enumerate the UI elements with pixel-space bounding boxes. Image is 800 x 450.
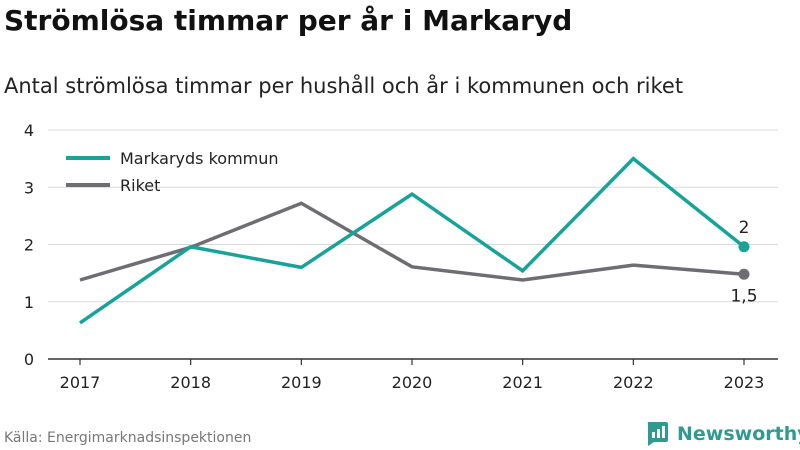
series-line-markaryd [79,156,746,325]
series-line-riket [79,201,745,282]
legend-label: Markaryds kommun [120,149,279,168]
source-note: Källa: Energimarknadsinspektionen [4,430,252,446]
brand-name: Newsworthy [677,423,800,445]
brand[interactable]: Newsworthy [645,419,800,449]
x-tick-label: 2021 [502,373,543,392]
y-tick-label: 1 [24,293,34,312]
chart-subtitle: Antal strömlösa timmar per hushåll och å… [4,74,684,98]
data-label-riket: 1,5 [730,286,757,306]
series-end-point [738,241,750,253]
series-end-point [738,268,750,280]
x-tick-label: 2020 [392,373,433,392]
y-tick-label: 2 [24,236,34,255]
y-tick-label: 0 [24,350,34,369]
x-tick-label: 2023 [724,373,765,392]
y-tick-label: 3 [24,178,34,197]
x-tick-label: 2022 [613,373,654,392]
x-tick-label: 2018 [170,373,211,392]
chart-title: Strömlösa timmar per år i Markaryd [4,4,573,37]
legend-label: Riket [120,176,160,195]
data-label-markaryd: 2 [739,218,750,238]
x-tick-label: 2019 [281,373,322,392]
x-tick-label: 2017 [60,373,101,392]
newsworthy-logo-icon [647,422,668,446]
y-tick-label: 4 [24,121,34,140]
